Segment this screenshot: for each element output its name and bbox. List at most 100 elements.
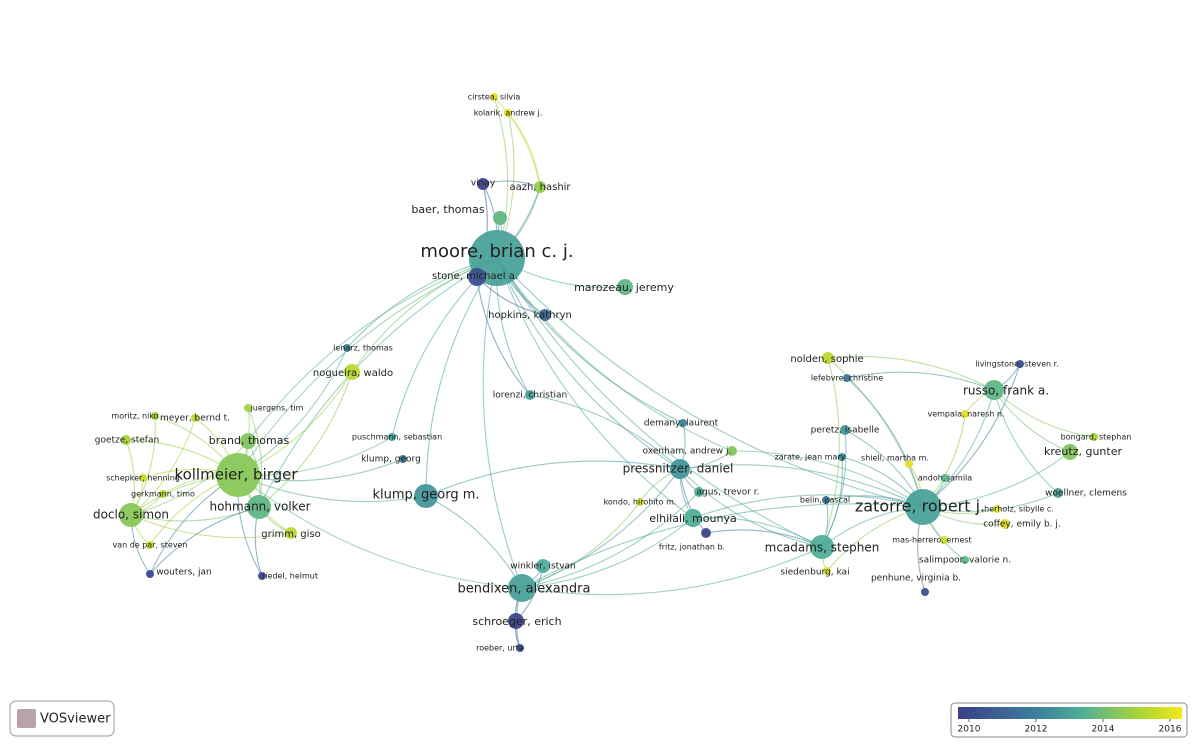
- edge: [496, 257, 733, 452]
- node-label: peretz, isabelle: [811, 426, 880, 436]
- edge: [821, 429, 847, 548]
- edge: [827, 357, 924, 508]
- node-label: doclo, simon: [93, 508, 169, 522]
- node-label: marozeau, jeremy: [574, 281, 674, 294]
- node-label: mcadams, stephen: [765, 541, 880, 555]
- edge: [922, 363, 1021, 508]
- node: [822, 352, 834, 364]
- node: [1062, 444, 1078, 460]
- node-label: aazh, hashir: [509, 182, 571, 193]
- edge: [425, 495, 523, 589]
- edge: [846, 371, 995, 391]
- node: [191, 414, 199, 422]
- node-label: schroeger, erich: [472, 615, 561, 628]
- node-label: zarate, jean mary: [775, 453, 846, 462]
- node-label: penhune, virginia b.: [871, 574, 961, 584]
- node-label: schepker, henning: [106, 474, 180, 483]
- edge: [922, 451, 1071, 508]
- logo-box[interactable]: [9, 700, 115, 737]
- edge: [237, 257, 498, 476]
- node-label: mas-herrero, ernest: [892, 536, 971, 545]
- node: [636, 498, 644, 506]
- node: [146, 541, 154, 549]
- node-label: woellner, clemens: [1045, 489, 1127, 499]
- node-label: siedenburg, kai: [780, 568, 849, 578]
- color-bar: [958, 707, 1182, 719]
- edge: [258, 257, 498, 508]
- node-label: nolden, sophie: [790, 354, 863, 365]
- node: [823, 567, 831, 575]
- node: [159, 490, 167, 498]
- node-label: bendixen, alexandra: [458, 582, 591, 597]
- node: [344, 364, 360, 380]
- node-label: kreutz, gunter: [1044, 445, 1122, 458]
- node: [940, 536, 948, 544]
- edge: [993, 389, 1095, 438]
- edge: [521, 491, 700, 589]
- nodes: [119, 93, 1098, 652]
- node: [490, 93, 498, 101]
- node-label: klump, georg m.: [372, 488, 479, 503]
- node-label: fritz, jonathan b.: [659, 543, 725, 552]
- node-label: roeber, urte: [476, 644, 524, 653]
- edge: [507, 112, 541, 188]
- node-label: oxenham, andrew j.: [643, 447, 732, 457]
- node: [617, 279, 633, 295]
- logo-icon: [17, 709, 36, 728]
- node-label: klump, georg: [361, 455, 421, 465]
- node-label: kolarik, andrew j.: [474, 109, 543, 118]
- node-label: hopkins, kathryn: [488, 310, 572, 321]
- logo-text: VOSviewer: [40, 712, 111, 727]
- node-label: lefebvre, christine: [811, 374, 883, 383]
- node: [151, 412, 159, 420]
- edge: [258, 371, 353, 508]
- edge: [692, 516, 823, 548]
- node: [670, 459, 690, 479]
- node: [399, 455, 407, 463]
- edge: [821, 357, 840, 548]
- edge: [476, 276, 531, 396]
- edge: [993, 389, 1059, 494]
- node-label: stone, michael a.: [432, 271, 518, 282]
- node: [468, 268, 486, 286]
- edge: [731, 450, 924, 508]
- node: [993, 505, 1001, 513]
- node: [838, 453, 846, 461]
- node-label: brand, thomas: [209, 434, 290, 447]
- edge: [130, 514, 292, 539]
- node-label: lorenzi, christian: [493, 391, 568, 401]
- edge: [521, 546, 823, 596]
- node: [534, 181, 546, 193]
- node: [508, 613, 524, 629]
- node: [493, 211, 507, 225]
- node: [285, 527, 297, 539]
- logo[interactable]: VOSviewer: [9, 700, 115, 737]
- edge: [130, 415, 156, 516]
- edge: [705, 529, 823, 548]
- node: [694, 487, 704, 497]
- edge: [827, 355, 995, 391]
- edge: [496, 257, 823, 548]
- node-label: juergens, tim: [250, 404, 304, 413]
- edge: [679, 464, 924, 508]
- node: [508, 574, 536, 602]
- node: [525, 390, 535, 400]
- node-label: lenarz, thomas: [333, 344, 393, 353]
- node: [684, 509, 702, 527]
- node-label: winkler, istvan: [510, 562, 576, 572]
- edge: [521, 468, 681, 589]
- edge: [679, 468, 823, 548]
- node-label: grimm, giso: [261, 529, 321, 540]
- node: [961, 556, 969, 564]
- node-label: belin, pascal: [800, 496, 850, 505]
- node: [240, 433, 256, 449]
- node-label: livingstone, steven r.: [975, 360, 1058, 369]
- node: [961, 410, 969, 418]
- legend-tick-label: 2010: [958, 725, 981, 735]
- node: [121, 435, 131, 445]
- node-label: salimpoor, valorie n.: [919, 556, 1011, 566]
- edge: [496, 257, 681, 470]
- node-label: moritz, niko: [111, 412, 158, 421]
- node-label: pressnitzer, daniel: [623, 462, 734, 476]
